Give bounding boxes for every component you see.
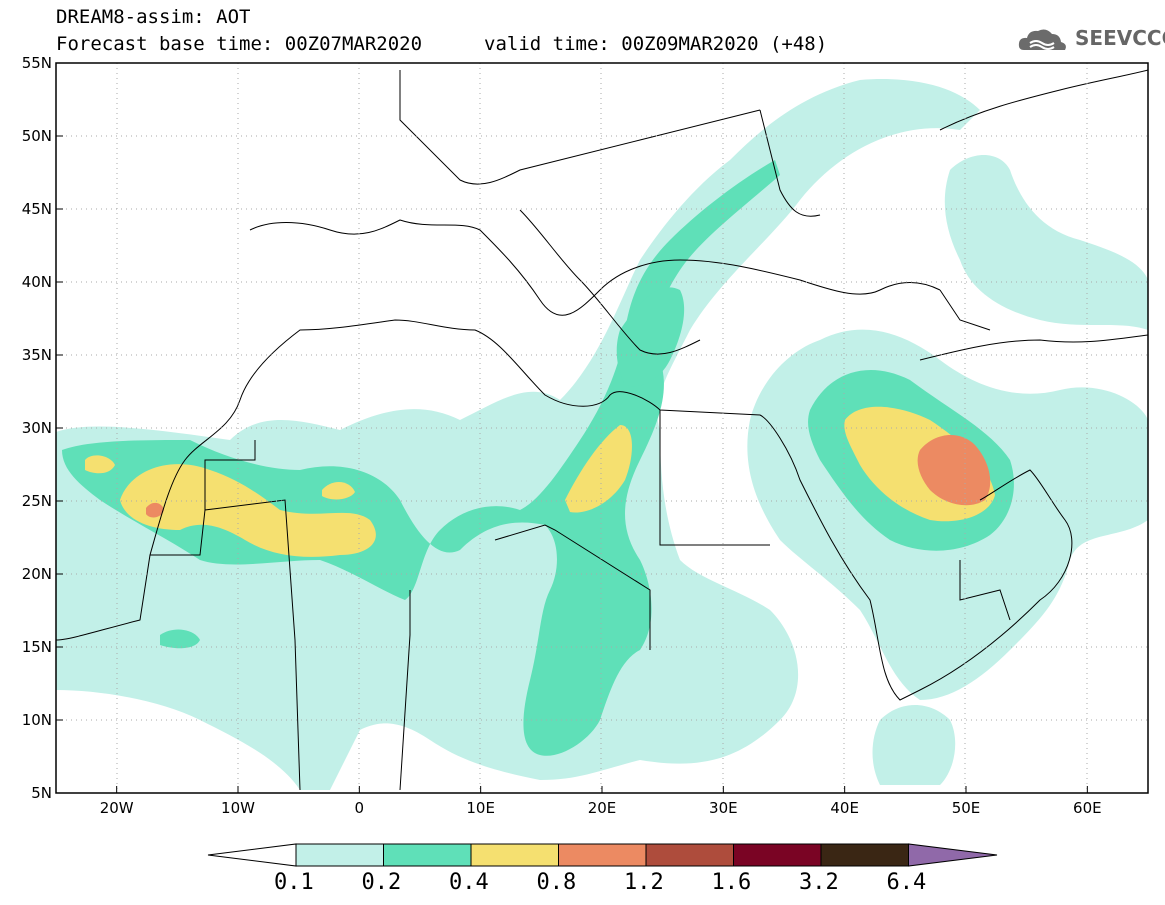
- lon-tick-label: 50E: [952, 799, 981, 817]
- grid-lines: [56, 63, 1148, 793]
- map-title: DREAM8-assim: AOT: [56, 6, 251, 28]
- colorbar-label: 6.4: [886, 870, 927, 895]
- colorbar-over-arrow: [908, 843, 998, 867]
- lat-tick-label: 55N: [22, 54, 52, 72]
- colorbar: [207, 843, 998, 867]
- colorbar-segment: [295, 843, 384, 867]
- lat-tick-label: 10N: [22, 711, 52, 729]
- seevccc-logo-text: SEEVCCC: [1075, 26, 1165, 50]
- west-sahara-high: [120, 464, 376, 557]
- aot-contour-level-4: [146, 434, 991, 518]
- med-aegean-medium: [616, 287, 685, 387]
- west-coast-medium: [160, 629, 200, 649]
- colorbar-segment: [820, 843, 909, 867]
- lon-tick-label: 30E: [709, 799, 738, 817]
- west-sahara-medium: [62, 160, 780, 756]
- lat-tick-label: 25N: [22, 492, 52, 510]
- colorbar-label: 0.2: [361, 870, 402, 895]
- colorbar-label: 0.4: [449, 870, 489, 895]
- lat-tick-label: 35N: [22, 346, 52, 364]
- lat-tick-label: 45N: [22, 200, 52, 218]
- lon-tick-label: 20E: [588, 799, 617, 817]
- colorbar-segment: [383, 843, 472, 867]
- valid-time: valid time: 00Z09MAR2020 (+48): [484, 33, 828, 55]
- caspian-region-light: [944, 155, 1148, 330]
- lon-tick-label: 40E: [830, 799, 859, 817]
- colorbar-segment: [470, 843, 559, 867]
- lat-tick-label: 5N: [31, 784, 52, 802]
- lat-tick-label: 40N: [22, 273, 52, 291]
- latitude-ticks: 55N 50N 45N 40N 35N 30N 25N 20N 15N 10N 5N: [22, 54, 63, 802]
- colorbar-label: 0.1: [274, 870, 314, 895]
- libya-high: [565, 425, 632, 513]
- gulf-peak: [917, 434, 991, 506]
- lat-tick-label: 20N: [22, 565, 52, 583]
- canary-high: [85, 455, 115, 474]
- colorbar-label: 1.2: [624, 870, 664, 895]
- coastlines: [55, 69, 1149, 791]
- forecast-base-time: Forecast base time: 00Z07MAR2020: [56, 33, 423, 55]
- colorbar-label: 0.8: [536, 870, 577, 895]
- lon-tick-label: 10E: [466, 799, 495, 817]
- lon-tick-label: 0: [355, 799, 365, 817]
- mali-high: [322, 481, 355, 500]
- lat-tick-label: 30N: [22, 419, 52, 437]
- colorbar-label: 3.2: [799, 870, 839, 895]
- saharan-plume-light: [56, 79, 980, 790]
- lat-tick-label: 15N: [22, 638, 52, 656]
- east-africa-light: [872, 705, 956, 785]
- colorbar-segment: [558, 843, 647, 867]
- colorbar-under-arrow: [207, 843, 297, 867]
- lon-tick-label: 10W: [221, 799, 255, 817]
- colorbar-segment: [733, 843, 822, 867]
- lat-tick-label: 50N: [22, 127, 52, 145]
- western-sahara-peak: [146, 502, 164, 518]
- seevccc-cloud-icon: [1018, 29, 1066, 50]
- lon-tick-label: 20W: [100, 799, 134, 817]
- longitude-ticks: 20W 10W 0 10E 20E 30E 40E 50E 60E: [100, 786, 1102, 817]
- lon-tick-label: 60E: [1073, 799, 1102, 817]
- colorbar-label: 1.6: [711, 870, 752, 895]
- colorbar-segment: [645, 843, 734, 867]
